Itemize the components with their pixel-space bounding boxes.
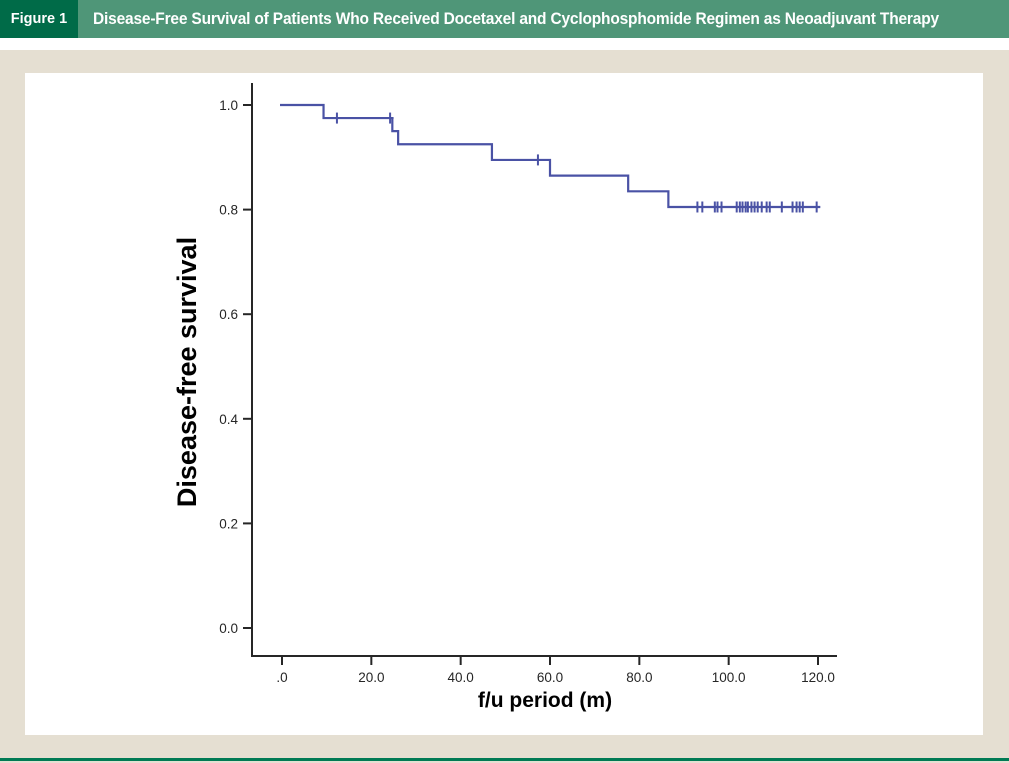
x-tick-label: 120.0: [801, 670, 835, 685]
figure-body: Disease-free survival f/u period (m) 1.0…: [0, 50, 1009, 763]
figure-header: Figure 1 Disease-Free Survival of Patien…: [0, 0, 1009, 38]
y-tick-label: 0.4: [219, 412, 238, 427]
figure-title: Disease-Free Survival of Patients Who Re…: [93, 9, 939, 28]
km-curve: [280, 103, 821, 209]
x-axis-title: f/u period (m): [478, 689, 612, 712]
y-axis-title: Disease-free survival: [172, 237, 202, 507]
figure-title-strip: Disease-Free Survival of Patients Who Re…: [78, 0, 1009, 38]
y-tick-label: 0.2: [219, 516, 238, 531]
x-tick-label: 20.0: [358, 670, 384, 685]
y-tick-label: 1.0: [219, 98, 238, 113]
y-tick-label: 0.0: [219, 621, 238, 636]
y-tick-label: 0.6: [219, 307, 238, 322]
bottom-rule: [0, 758, 1009, 761]
x-tick-label: 40.0: [448, 670, 474, 685]
figure-label: Figure 1: [0, 0, 78, 38]
x-tick-label: 80.0: [626, 670, 652, 685]
x-tick-label: 60.0: [537, 670, 563, 685]
x-tick-label: .0: [276, 670, 287, 685]
chart-panel: Disease-free survival f/u period (m) 1.0…: [25, 73, 983, 735]
y-tick-label: 0.8: [219, 203, 238, 218]
km-chart: Disease-free survival f/u period (m) 1.0…: [172, 83, 837, 712]
x-tick-label: 100.0: [712, 670, 746, 685]
